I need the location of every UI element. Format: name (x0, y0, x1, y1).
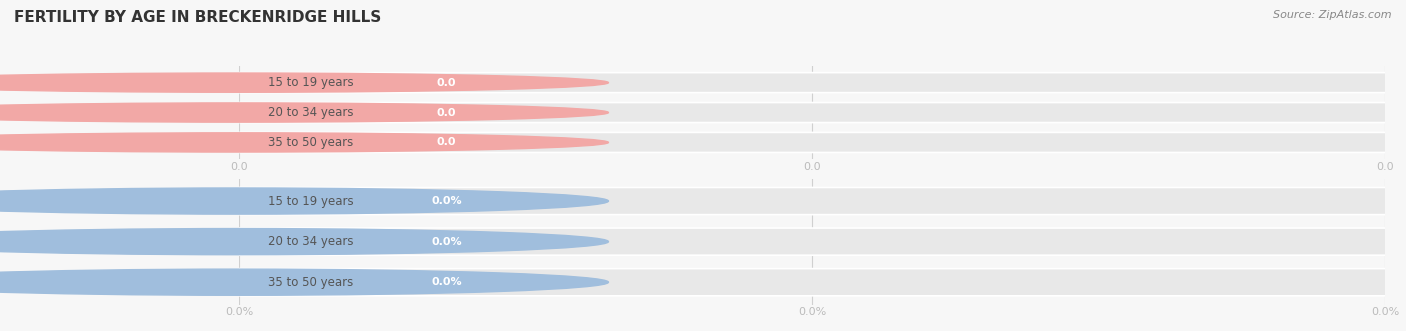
FancyBboxPatch shape (211, 228, 1406, 255)
Text: 35 to 50 years: 35 to 50 years (267, 276, 353, 289)
Text: 0.0: 0.0 (437, 108, 456, 118)
Circle shape (0, 228, 609, 255)
Circle shape (0, 103, 609, 122)
Text: 0.0%: 0.0% (432, 277, 461, 287)
Text: 35 to 50 years: 35 to 50 years (267, 136, 353, 149)
Circle shape (0, 133, 609, 152)
FancyBboxPatch shape (211, 269, 1406, 296)
Text: 0.0%: 0.0% (432, 196, 461, 206)
FancyBboxPatch shape (408, 135, 485, 149)
FancyBboxPatch shape (408, 273, 485, 292)
FancyBboxPatch shape (211, 132, 1406, 153)
FancyBboxPatch shape (408, 192, 485, 211)
FancyBboxPatch shape (408, 106, 485, 119)
FancyBboxPatch shape (211, 72, 1406, 93)
Text: 20 to 34 years: 20 to 34 years (267, 235, 353, 248)
Text: 20 to 34 years: 20 to 34 years (267, 106, 353, 119)
Text: 0.0: 0.0 (437, 78, 456, 88)
FancyBboxPatch shape (211, 103, 1406, 122)
Circle shape (0, 73, 609, 92)
FancyBboxPatch shape (408, 76, 485, 90)
Text: FERTILITY BY AGE IN BRECKENRIDGE HILLS: FERTILITY BY AGE IN BRECKENRIDGE HILLS (14, 10, 381, 25)
Text: 0.0: 0.0 (437, 137, 456, 147)
Text: Source: ZipAtlas.com: Source: ZipAtlas.com (1274, 10, 1392, 20)
Text: 15 to 19 years: 15 to 19 years (267, 76, 353, 89)
FancyBboxPatch shape (211, 187, 1406, 214)
Circle shape (0, 269, 609, 295)
Circle shape (0, 188, 609, 214)
FancyBboxPatch shape (408, 232, 485, 251)
Text: 15 to 19 years: 15 to 19 years (267, 195, 353, 208)
Text: 0.0%: 0.0% (432, 237, 461, 247)
